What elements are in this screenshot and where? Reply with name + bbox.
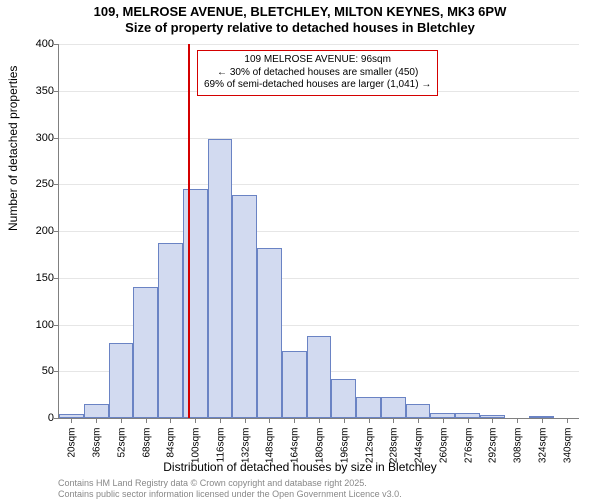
histogram-bar (84, 404, 109, 418)
histogram-bar (183, 189, 208, 418)
ytick-label: 300 (14, 132, 54, 144)
xtick-label: 180sqm (315, 428, 326, 478)
xtick-label: 260sqm (438, 428, 449, 478)
xtick-label: 196sqm (339, 428, 350, 478)
ytick-mark (54, 231, 59, 232)
ytick-mark (54, 91, 59, 92)
ytick-mark (54, 44, 59, 45)
gridline (59, 184, 579, 185)
xtick-label: 292sqm (488, 428, 499, 478)
histogram-bar (356, 397, 381, 419)
ytick-mark (54, 418, 59, 419)
xtick-mark (418, 418, 419, 423)
xtick-mark (567, 418, 568, 423)
xtick-label: 20sqm (67, 428, 78, 478)
xtick-mark (517, 418, 518, 423)
ytick-label: 150 (14, 272, 54, 284)
histogram-bar (331, 379, 356, 418)
ytick-mark (54, 184, 59, 185)
xtick-label: 68sqm (141, 428, 152, 478)
chart-title-line2: Size of property relative to detached ho… (0, 20, 600, 35)
xtick-label: 340sqm (562, 428, 573, 478)
ytick-label: 400 (14, 38, 54, 50)
chart-title-line1: 109, MELROSE AVENUE, BLETCHLEY, MILTON K… (0, 4, 600, 19)
reference-line (188, 44, 190, 418)
gridline (59, 138, 579, 139)
xtick-mark (542, 418, 543, 423)
annotation-line3: 69% of semi-detached houses are larger (… (204, 79, 431, 92)
xtick-mark (146, 418, 147, 423)
xtick-label: 148sqm (265, 428, 276, 478)
histogram-bar (282, 351, 307, 418)
xtick-mark (319, 418, 320, 423)
ytick-label: 200 (14, 225, 54, 237)
xtick-mark (245, 418, 246, 423)
xtick-mark (121, 418, 122, 423)
xtick-mark (468, 418, 469, 423)
gridline (59, 44, 579, 45)
xtick-label: 84sqm (166, 428, 177, 478)
xtick-label: 324sqm (537, 428, 548, 478)
xtick-mark (96, 418, 97, 423)
xtick-mark (492, 418, 493, 423)
xtick-mark (71, 418, 72, 423)
xtick-mark (220, 418, 221, 423)
xtick-mark (443, 418, 444, 423)
xtick-mark (369, 418, 370, 423)
ytick-label: 250 (14, 178, 54, 190)
histogram-bar (208, 139, 233, 418)
xtick-label: 36sqm (92, 428, 103, 478)
xtick-label: 132sqm (240, 428, 251, 478)
histogram-bar (232, 195, 257, 418)
xtick-label: 52sqm (116, 428, 127, 478)
histogram-bar (381, 397, 406, 419)
ytick-mark (54, 371, 59, 372)
xtick-label: 100sqm (191, 428, 202, 478)
xtick-label: 244sqm (414, 428, 425, 478)
xtick-label: 228sqm (389, 428, 400, 478)
plot-area: 109 MELROSE AVENUE: 96sqm← 30% of detach… (58, 44, 579, 419)
ytick-label: 100 (14, 319, 54, 331)
footer-copyright: Contains HM Land Registry data © Crown c… (58, 478, 367, 488)
gridline (59, 231, 579, 232)
histogram-chart: 109, MELROSE AVENUE, BLETCHLEY, MILTON K… (0, 0, 600, 500)
xtick-label: 308sqm (513, 428, 524, 478)
xtick-mark (294, 418, 295, 423)
xtick-label: 276sqm (463, 428, 474, 478)
ytick-mark (54, 138, 59, 139)
annotation-line2: ← 30% of detached houses are smaller (45… (204, 67, 431, 80)
footer-licence: Contains public sector information licen… (58, 489, 402, 499)
histogram-bar (307, 336, 332, 418)
xtick-label: 212sqm (364, 428, 375, 478)
ytick-label: 350 (14, 85, 54, 97)
xtick-mark (195, 418, 196, 423)
histogram-bar (406, 404, 431, 418)
annotation-line1: 109 MELROSE AVENUE: 96sqm (204, 54, 431, 67)
ytick-mark (54, 278, 59, 279)
xtick-mark (393, 418, 394, 423)
histogram-bar (109, 343, 134, 418)
xtick-mark (269, 418, 270, 423)
gridline (59, 278, 579, 279)
ytick-label: 50 (14, 365, 54, 377)
xtick-label: 164sqm (290, 428, 301, 478)
histogram-bar (158, 243, 183, 418)
ytick-label: 0 (14, 412, 54, 424)
annotation-box: 109 MELROSE AVENUE: 96sqm← 30% of detach… (197, 50, 438, 96)
ytick-mark (54, 325, 59, 326)
histogram-bar (257, 248, 282, 418)
xtick-label: 116sqm (215, 428, 226, 478)
histogram-bar (133, 287, 158, 418)
xtick-mark (344, 418, 345, 423)
xtick-mark (170, 418, 171, 423)
